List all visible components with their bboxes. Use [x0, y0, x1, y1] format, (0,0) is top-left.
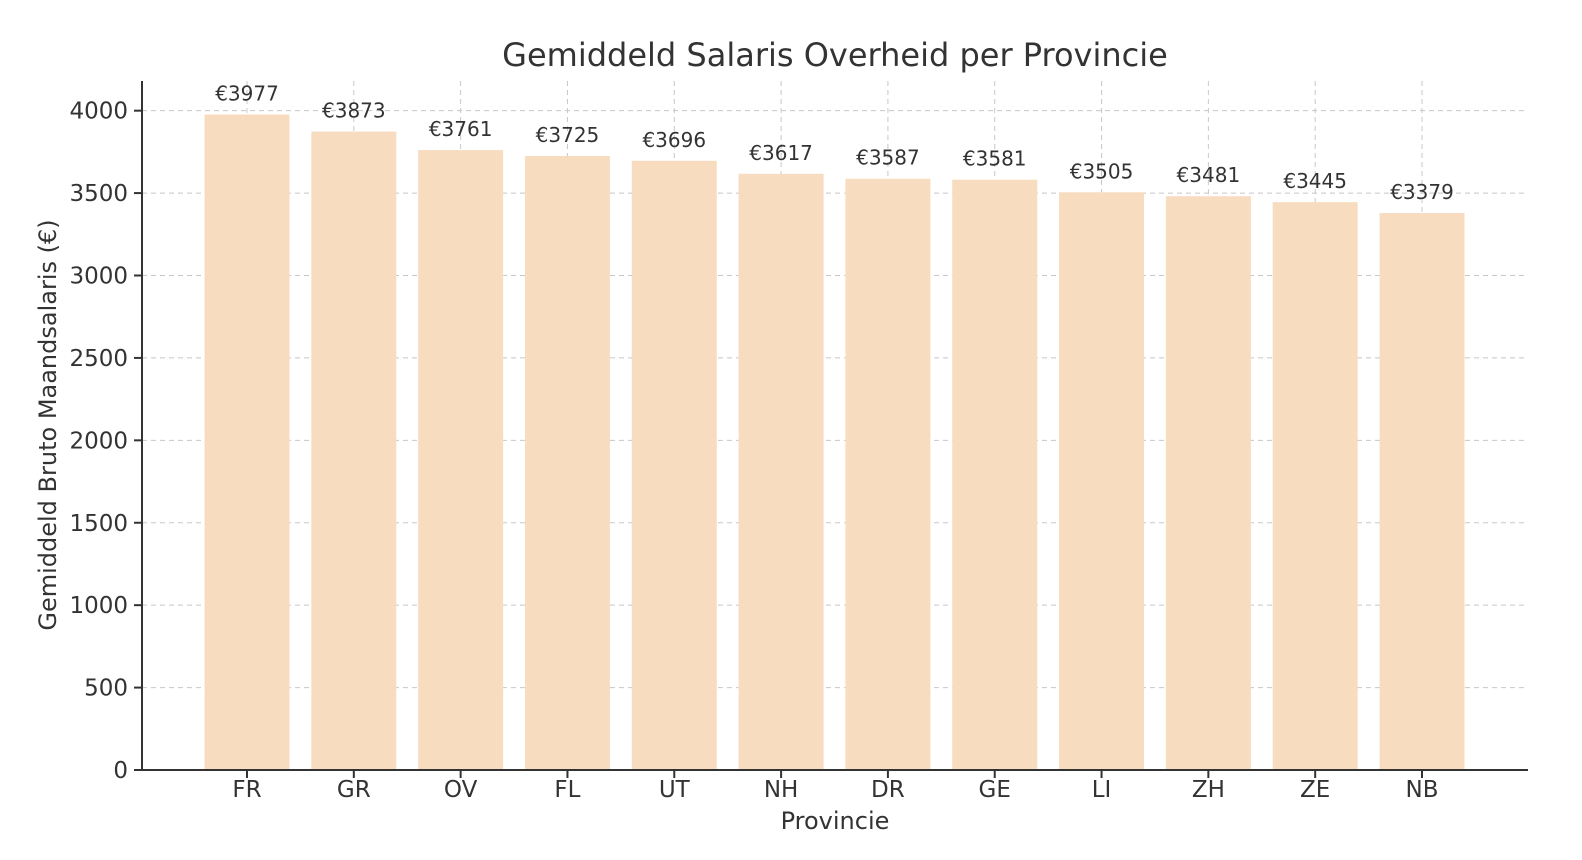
y-tick-label: 0 — [113, 758, 128, 784]
x-tick-label: NB — [1406, 777, 1439, 803]
data-label-gr: €3873 — [322, 99, 386, 123]
bar-ov — [418, 150, 504, 771]
x-tick-label: GE — [979, 777, 1011, 803]
x-tick-label: FL — [554, 777, 580, 803]
bar-nh — [738, 173, 824, 770]
y-tick-label: 2000 — [69, 428, 128, 454]
data-label-fr: €3977 — [215, 81, 279, 105]
x-tick-label: ZH — [1192, 777, 1225, 803]
data-label-nb: €3379 — [1390, 180, 1454, 204]
data-label-zh: €3481 — [1177, 163, 1241, 187]
data-label-li: €3505 — [1070, 159, 1134, 183]
bar-nb — [1379, 213, 1465, 770]
data-label-ge: €3581 — [963, 147, 1027, 171]
data-label-fl: €3725 — [536, 123, 600, 147]
y-tick-label: 1000 — [69, 593, 128, 619]
y-axis-title: Gemiddeld Bruto Maandsalaris (€) — [34, 219, 62, 630]
x-tick-label: NH — [764, 777, 799, 803]
y-tick-label: 3000 — [69, 264, 128, 290]
data-label-ut: €3696 — [642, 128, 706, 152]
x-tick-label: GR — [337, 777, 371, 803]
data-label-ze: €3445 — [1283, 169, 1347, 193]
y-tick-label: 1500 — [69, 511, 128, 537]
bars — [204, 114, 1465, 771]
data-label-nh: €3617 — [749, 141, 813, 165]
bar-gr — [311, 131, 397, 771]
data-labels: €3977 €3873 €3761 €3725 €3696 €3617 €3587 €3581… — [215, 81, 1454, 204]
tick-labels: 0 500 1000 1500 2000 2500 3000 3500 4000 FR GR OV FL… — [69, 99, 1438, 803]
bar-dr — [845, 178, 931, 770]
bar-fr — [204, 114, 290, 771]
bar-fl — [524, 155, 610, 771]
x-tick-label: DR — [871, 777, 905, 803]
bar-ze — [1272, 202, 1358, 770]
x-axis-title: Provincie — [781, 807, 890, 835]
chart-title: Gemiddeld Salaris Overheid per Provincie — [502, 36, 1168, 74]
bar-zh — [1165, 196, 1251, 770]
x-tick-label: UT — [659, 777, 691, 803]
axes — [141, 81, 1528, 771]
x-tick-label: ZE — [1300, 777, 1330, 803]
y-tick-label: 4000 — [69, 99, 128, 125]
bar-li — [1059, 192, 1145, 770]
data-label-dr: €3587 — [856, 146, 920, 170]
y-tick-label: 3500 — [69, 181, 128, 207]
bar-ut — [631, 160, 717, 771]
y-tick-label: 500 — [84, 676, 128, 702]
y-tick-label: 2500 — [69, 346, 128, 372]
x-tick-label: LI — [1092, 777, 1112, 803]
x-tick-label: FR — [232, 777, 261, 803]
x-tick-label: OV — [444, 777, 478, 803]
data-label-ov: €3761 — [429, 117, 493, 141]
bar-ge — [952, 179, 1038, 771]
